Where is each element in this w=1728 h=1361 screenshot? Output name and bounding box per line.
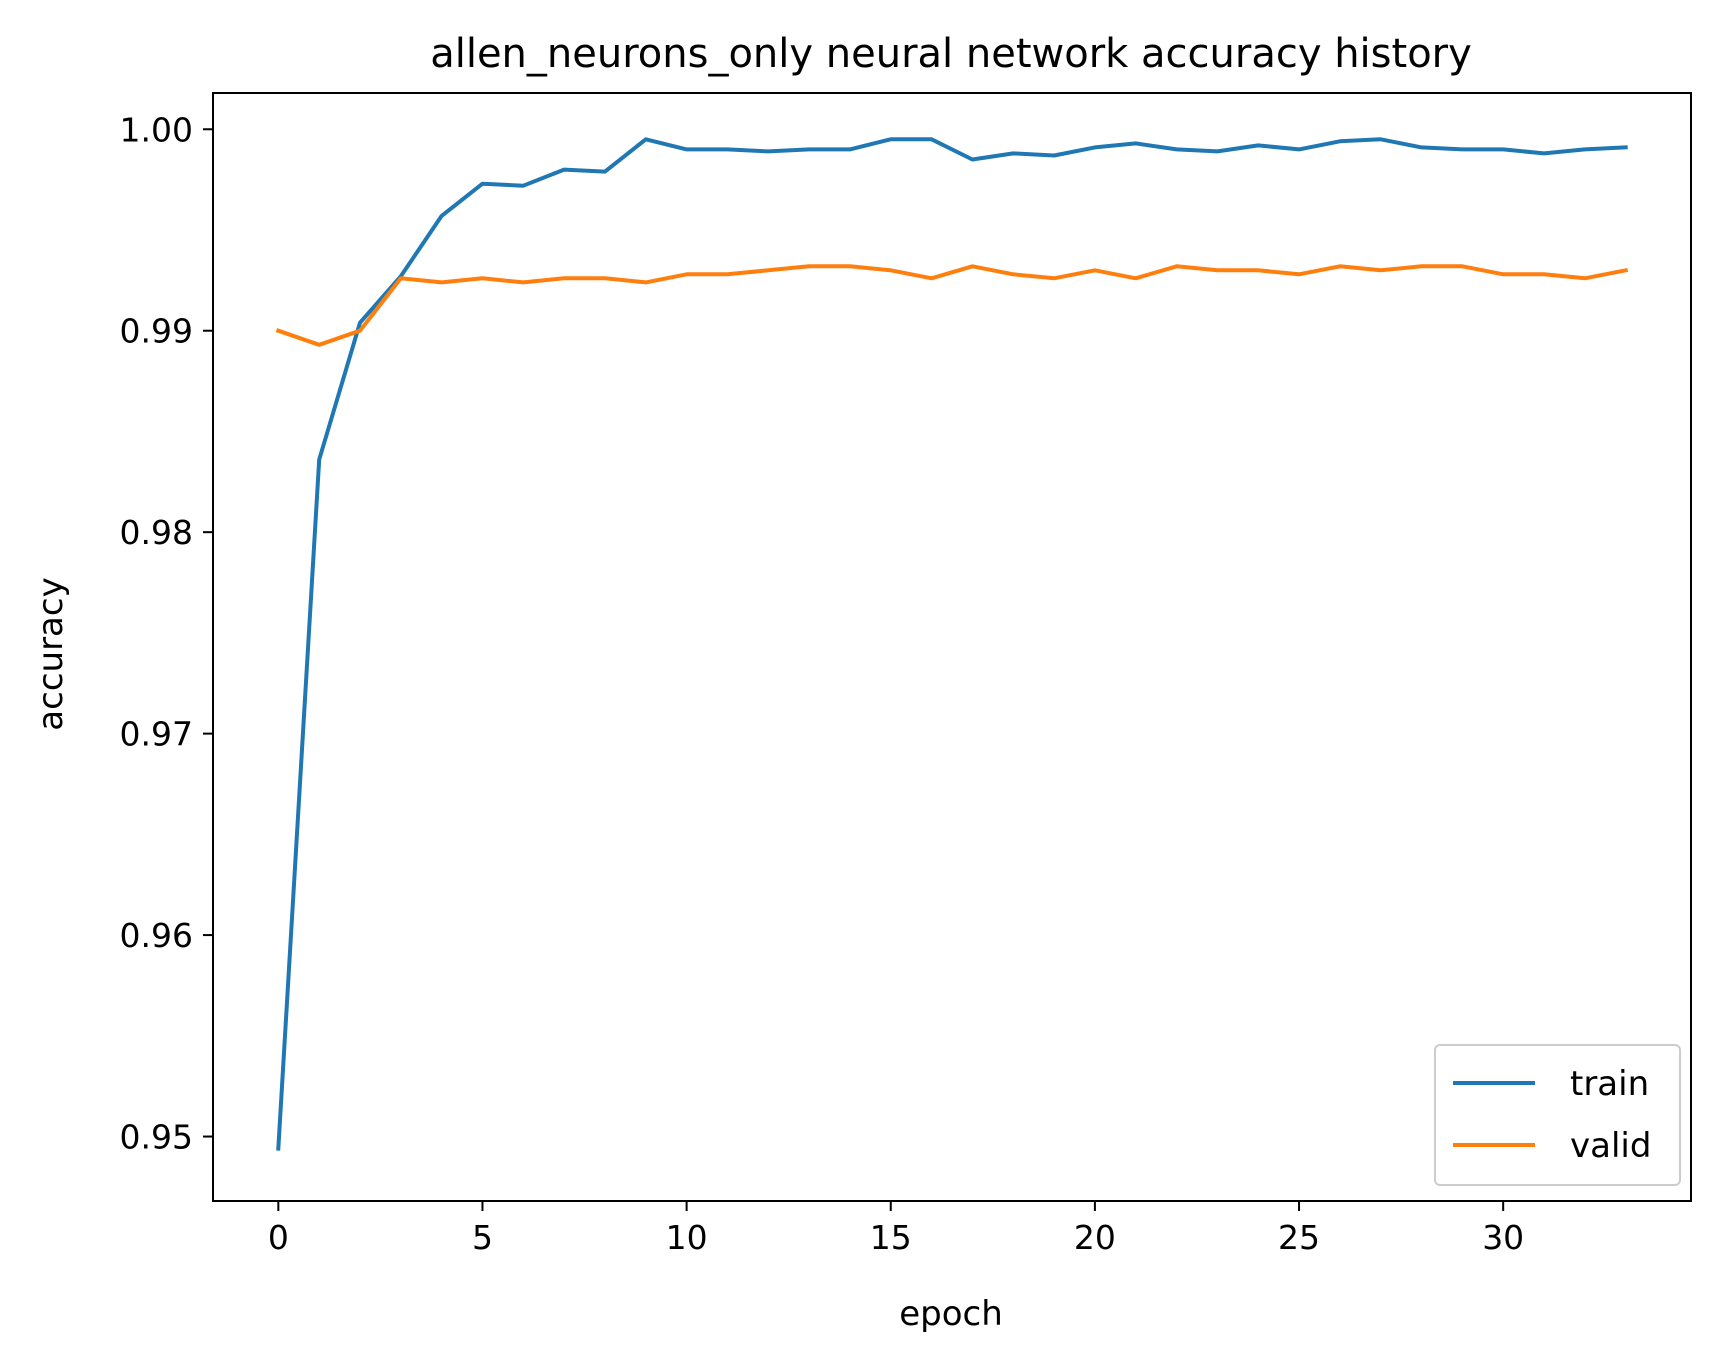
axes-frame [212, 92, 1692, 1202]
x-tick-label: 10 [666, 1218, 708, 1257]
legend-label-valid: valid [1570, 1126, 1651, 1166]
x-tick-label: 20 [1074, 1218, 1116, 1257]
legend: train valid [1434, 1044, 1681, 1186]
chart-title: allen_neurons_only neural network accura… [430, 31, 1472, 77]
y-tick-label: 0.96 [120, 916, 193, 955]
y-axis-label: accuracy [31, 577, 71, 730]
x-tick-label: 15 [870, 1218, 912, 1257]
y-tick-label: 0.98 [120, 513, 193, 552]
y-tick-label: 0.99 [120, 312, 193, 351]
x-tick-label: 0 [268, 1218, 289, 1257]
series-line-valid [275, 264, 1629, 347]
plot-area: 0 5 10 15 20 25 30 0.95 0.96 0.97 0.98 0.99 1.00 [120, 92, 1692, 1257]
y-tick-label: 0.97 [120, 715, 193, 754]
x-tick-label: 5 [472, 1218, 493, 1257]
x-axis-label: epoch [899, 1294, 1003, 1334]
series-line-train [276, 137, 1628, 1151]
y-tick-label: 0.95 [120, 1118, 193, 1157]
x-tick-label: 25 [1278, 1218, 1320, 1257]
y-tick-label: 1.00 [120, 110, 193, 149]
legend-box [1434, 1044, 1681, 1186]
x-tick-label: 30 [1482, 1218, 1524, 1257]
legend-label-train: train [1570, 1064, 1649, 1104]
